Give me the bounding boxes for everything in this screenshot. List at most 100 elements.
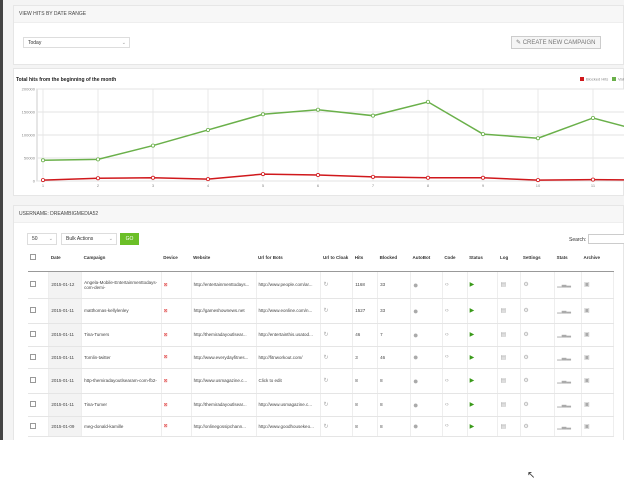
play-icon[interactable]: ▶ [469, 282, 475, 288]
log-icon[interactable]: ▤ [500, 308, 507, 314]
log-icon[interactable]: ▤ [500, 378, 507, 384]
column-header-stats[interactable]: Stats [554, 244, 582, 272]
bar-chart-icon[interactable]: ▁▃▂ [557, 332, 571, 338]
url-for-bots-cell[interactable]: http://www.people.com/ar... [256, 271, 322, 299]
column-header-status[interactable]: Status [467, 244, 498, 272]
campaign-cell[interactable]: matthomas-kellylenley [81, 298, 162, 324]
archive-icon[interactable]: ▣ [584, 282, 590, 288]
archive-icon[interactable]: ▣ [584, 378, 590, 384]
log-icon[interactable]: ▤ [500, 354, 507, 361]
gear-icon[interactable]: ⚙ [523, 308, 529, 314]
log-icon[interactable]: ▤ [500, 332, 507, 338]
campaign-cell[interactable]: http-themiradayoutlsearam-com-fb2- [81, 368, 162, 394]
code-icon[interactable]: ‹› [444, 401, 449, 408]
code-icon[interactable]: ‹› [444, 377, 449, 384]
android-icon[interactable]: ● [412, 329, 419, 340]
gear-icon[interactable]: ⚙ [523, 423, 529, 430]
column-header-website[interactable]: Website [191, 244, 257, 272]
column-header-url-to-cloak[interactable]: Url to Cloak [320, 244, 353, 272]
website-cell[interactable]: http://onlinegossipchann... [191, 416, 257, 437]
gear-icon[interactable]: ⚙ [523, 282, 529, 288]
go-button[interactable]: GO [120, 233, 139, 245]
bar-chart-icon[interactable]: ▁▃▂ [557, 308, 571, 314]
column-header-date[interactable]: Date [48, 244, 82, 272]
log-icon[interactable]: ▤ [500, 423, 507, 430]
campaign-cell[interactable]: Angela-Mobile-Entertainmenttodays-com-de… [81, 271, 162, 299]
website-cell[interactable]: http://gameshownews.net [191, 298, 257, 324]
bar-chart-icon[interactable]: ▁▃▂ [557, 282, 571, 288]
log-icon[interactable]: ▤ [500, 282, 507, 288]
android-icon[interactable]: ● [412, 399, 419, 410]
archive-icon[interactable]: ▣ [584, 308, 590, 314]
row-checkbox[interactable] [30, 377, 36, 383]
url-for-bots-cell[interactable]: http://fitnworkout.com/ [256, 346, 322, 369]
refresh-icon[interactable]: ↻ [323, 282, 329, 288]
row-checkbox[interactable] [30, 331, 36, 337]
url-for-bots-cell[interactable]: http://entertainthis.usatod... [256, 323, 322, 347]
campaign-cell[interactable]: meg-donald-kamille [81, 416, 162, 437]
website-cell[interactable]: http://themiradayoutlsear... [191, 393, 257, 417]
android-icon[interactable]: ● [412, 375, 419, 386]
url-for-bots-cell[interactable]: http://www.usmagazine.c... [256, 393, 322, 417]
campaign-cell[interactable]: Tomlin-twitter [81, 346, 162, 369]
date-range-select[interactable]: Today ⌄ [23, 37, 130, 48]
code-icon[interactable]: ‹› [444, 281, 449, 288]
website-cell[interactable]: http://entertainmenttodays... [191, 271, 257, 299]
row-checkbox[interactable] [30, 281, 36, 287]
code-icon[interactable]: ‹› [444, 307, 449, 314]
column-header-device[interactable]: Device [161, 244, 192, 272]
column-header-settings[interactable]: Settings [520, 244, 555, 272]
website-cell[interactable]: http://themiradayoutlsear... [191, 323, 257, 347]
bar-chart-icon[interactable]: ▁▃▂ [557, 378, 571, 384]
url-for-bots-cell[interactable]: http://www.goodhousekeo... [256, 416, 322, 437]
gear-icon[interactable]: ⚙ [523, 332, 529, 338]
play-icon[interactable]: ▶ [469, 354, 475, 361]
gear-icon[interactable]: ⚙ [523, 378, 529, 384]
android-icon[interactable]: ● [412, 352, 419, 362]
android-icon[interactable]: ● [412, 421, 419, 431]
refresh-icon[interactable]: ↻ [323, 402, 329, 408]
refresh-icon[interactable]: ↻ [323, 354, 329, 361]
bar-chart-icon[interactable]: ▁▃▂ [557, 423, 571, 430]
bar-chart-icon[interactable]: ▁▃▂ [557, 402, 571, 408]
refresh-icon[interactable]: ↻ [323, 332, 329, 338]
search-input[interactable] [588, 234, 624, 244]
column-header-hits[interactable]: Hits [352, 244, 378, 272]
log-icon[interactable]: ▤ [500, 402, 507, 408]
refresh-icon[interactable]: ↻ [323, 378, 329, 384]
row-checkbox[interactable] [30, 307, 36, 313]
archive-icon[interactable]: ▣ [584, 402, 590, 408]
play-icon[interactable]: ▶ [469, 423, 475, 430]
play-icon[interactable]: ▶ [469, 402, 475, 408]
url-for-bots-cell[interactable]: http://www.eonline.com/n... [256, 298, 322, 324]
column-header-campaign[interactable]: Campaign [81, 244, 162, 272]
android-icon[interactable]: ● [412, 279, 419, 290]
gear-icon[interactable]: ⚙ [523, 354, 529, 361]
create-campaign-button[interactable]: ✎ CREATE NEW CAMPAIGN [511, 36, 601, 49]
row-checkbox[interactable] [30, 422, 36, 429]
column-header-log[interactable]: Log [497, 244, 521, 272]
android-icon[interactable]: ● [412, 305, 419, 316]
gear-icon[interactable]: ⚙ [523, 402, 529, 408]
column-header-autobot[interactable]: AutoBot [410, 244, 443, 272]
column-header-blocked[interactable]: Blocked [377, 244, 411, 272]
play-icon[interactable]: ▶ [469, 308, 475, 314]
row-checkbox[interactable] [30, 401, 36, 407]
refresh-icon[interactable]: ↻ [323, 423, 329, 430]
column-header-code[interactable]: Code [442, 244, 468, 272]
row-checkbox[interactable] [30, 353, 36, 360]
archive-icon[interactable]: ▣ [584, 332, 590, 338]
select-all-checkbox[interactable] [30, 253, 36, 260]
play-icon[interactable]: ▶ [469, 378, 475, 384]
code-icon[interactable]: ‹› [444, 331, 449, 338]
bar-chart-icon[interactable]: ▁▃▂ [557, 354, 571, 361]
campaign-cell[interactable]: Tina-Tumers [81, 323, 162, 347]
column-header-archive[interactable]: Archive [581, 244, 614, 272]
archive-icon[interactable]: ▣ [584, 423, 590, 430]
archive-icon[interactable]: ▣ [584, 354, 590, 361]
code-icon[interactable]: ‹› [444, 354, 449, 360]
campaign-cell[interactable]: Tina-Tumer [81, 393, 162, 417]
refresh-icon[interactable]: ↻ [323, 308, 329, 314]
code-icon[interactable]: ‹› [444, 423, 449, 429]
play-icon[interactable]: ▶ [469, 332, 475, 338]
